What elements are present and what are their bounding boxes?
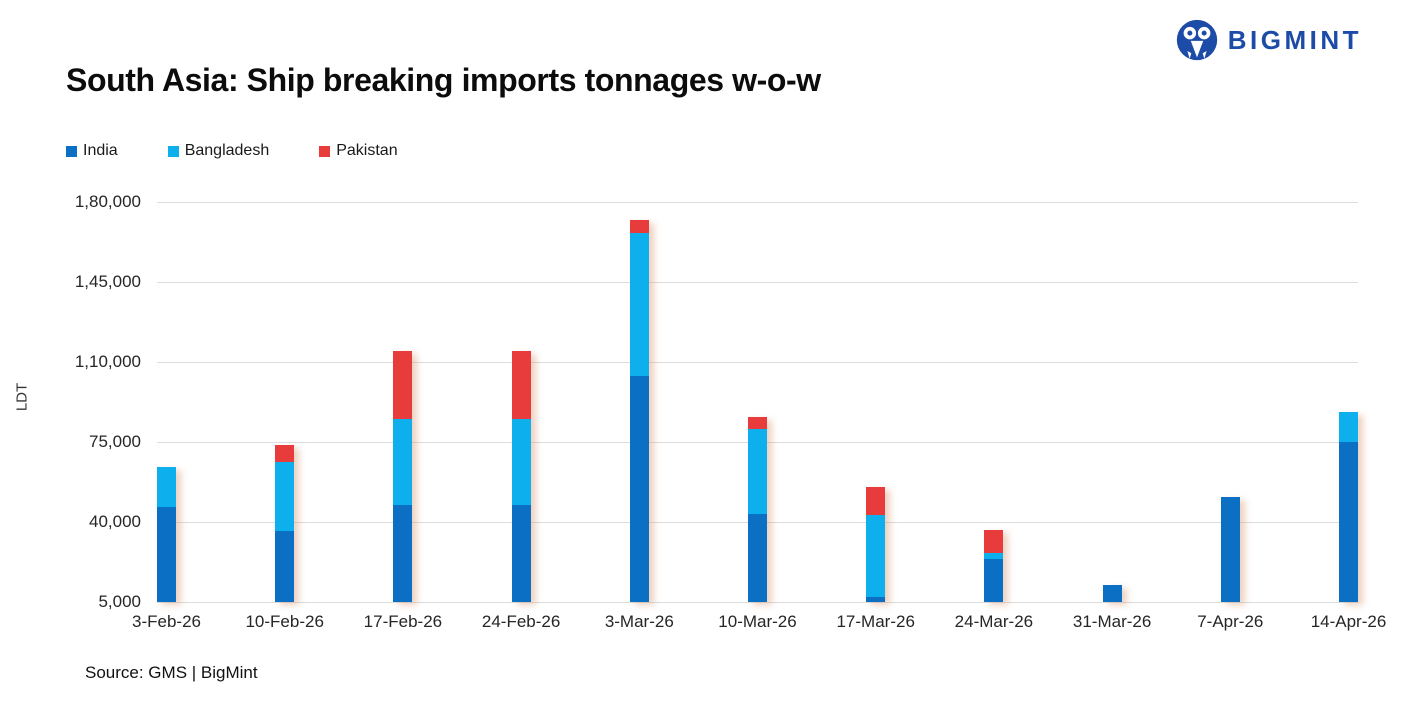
x-tick-label: 3-Mar-26 [604, 612, 674, 631]
legend-item-india: India [66, 142, 118, 160]
bar-17-feb-26 [393, 350, 413, 602]
bar-segment-bangladesh [511, 419, 531, 505]
x-tick-label: 14-Apr-26 [1310, 612, 1387, 631]
legend-item-bangladesh: Bangladesh [167, 142, 270, 160]
bar-segment-bangladesh [393, 419, 413, 505]
x-tick-label: 3-Feb-26 [132, 612, 201, 631]
bar-14-apr-26 [1339, 412, 1358, 602]
y-tick-label: 5,000 [98, 592, 141, 611]
bar-segment-bangladesh [275, 462, 295, 532]
bar-segment-india [157, 507, 176, 602]
bar-segment-pakistan [984, 530, 1004, 553]
legend-marker-india [66, 145, 77, 157]
x-tick-label: 24-Feb-26 [481, 612, 561, 631]
legend-marker-pakistan [319, 145, 331, 157]
y-tick-label: 1,10,000 [74, 352, 141, 371]
bar-7-apr-26 [1220, 496, 1240, 602]
bar-3-mar-26 [629, 220, 649, 603]
bigmint-logo: BIGMINT [1175, 18, 1362, 62]
bar-segment-india [629, 375, 649, 603]
bar-segment-india [1102, 584, 1122, 602]
bar-segment-pakistan [866, 486, 886, 516]
bar-segment-pakistan [393, 350, 413, 420]
x-axis-line [157, 602, 1358, 603]
bar-segment-pakistan [748, 416, 767, 430]
bar-segment-bangladesh [984, 552, 1004, 559]
bar-24-feb-26 [511, 350, 531, 602]
bar-17-mar-26 [866, 486, 886, 603]
chart-legend: India Bangladesh Pakistan [66, 142, 398, 160]
bar-segment-india [984, 558, 1004, 602]
chart-title: South Asia: Ship breaking imports tonnag… [66, 62, 821, 98]
bar-segment-india [393, 504, 413, 602]
legend-label: Pakistan [336, 142, 398, 159]
x-tick-label: 10-Feb-26 [245, 612, 324, 631]
bar-segment-india [275, 531, 295, 602]
bar-segment-bangladesh [748, 429, 767, 515]
x-tick-label: 17-Mar-26 [836, 612, 915, 631]
bigmint-logo-icon [1176, 19, 1217, 61]
bar-10-feb-26 [275, 445, 295, 602]
legend-label: India [83, 142, 118, 159]
y-tick-label: 1,45,000 [74, 272, 141, 291]
gridline [157, 282, 1358, 283]
x-tick-label: 7-Apr-26 [1197, 612, 1264, 631]
y-tick-label: 40,000 [89, 512, 141, 531]
bar-segment-bangladesh [866, 515, 886, 598]
legend-label: Bangladesh [184, 142, 270, 159]
legend-item-pakistan: Pakistan [319, 142, 398, 160]
x-tick-label: 10-Mar-26 [718, 612, 797, 631]
bar-segment-pakistan [275, 445, 295, 463]
bar-segment-india [866, 597, 886, 603]
bar-3-feb-26 [157, 467, 176, 602]
bigmint-logo-text: BIGMINT [1227, 24, 1362, 55]
bar-segment-india [1339, 441, 1358, 602]
bar-segment-india [748, 514, 767, 603]
bar-24-mar-26 [984, 530, 1004, 602]
bar-31-mar-26 [1102, 584, 1122, 602]
legend-marker-bangladesh [167, 145, 179, 157]
bar-10-mar-26 [748, 416, 767, 603]
bar-segment-pakistan [511, 350, 531, 420]
bar-segment-bangladesh [629, 232, 649, 376]
bar-segment-bangladesh [157, 467, 176, 508]
y-tick-label: 1,80,000 [74, 192, 141, 211]
x-tick-label: 31-Mar-26 [1072, 612, 1152, 631]
bar-segment-india [1220, 496, 1240, 602]
x-tick-label: 24-Mar-26 [954, 612, 1034, 631]
x-tick-label: 17-Feb-26 [363, 612, 443, 631]
y-tick-label: 75,000 [89, 432, 141, 451]
bar-segment-bangladesh [1339, 412, 1358, 442]
bar-segment-india [511, 504, 531, 602]
gridline [157, 202, 1358, 203]
source-note: Source: GMS | BigMint [85, 663, 258, 682]
gridline [157, 362, 1358, 363]
bar-segment-pakistan [629, 220, 649, 233]
